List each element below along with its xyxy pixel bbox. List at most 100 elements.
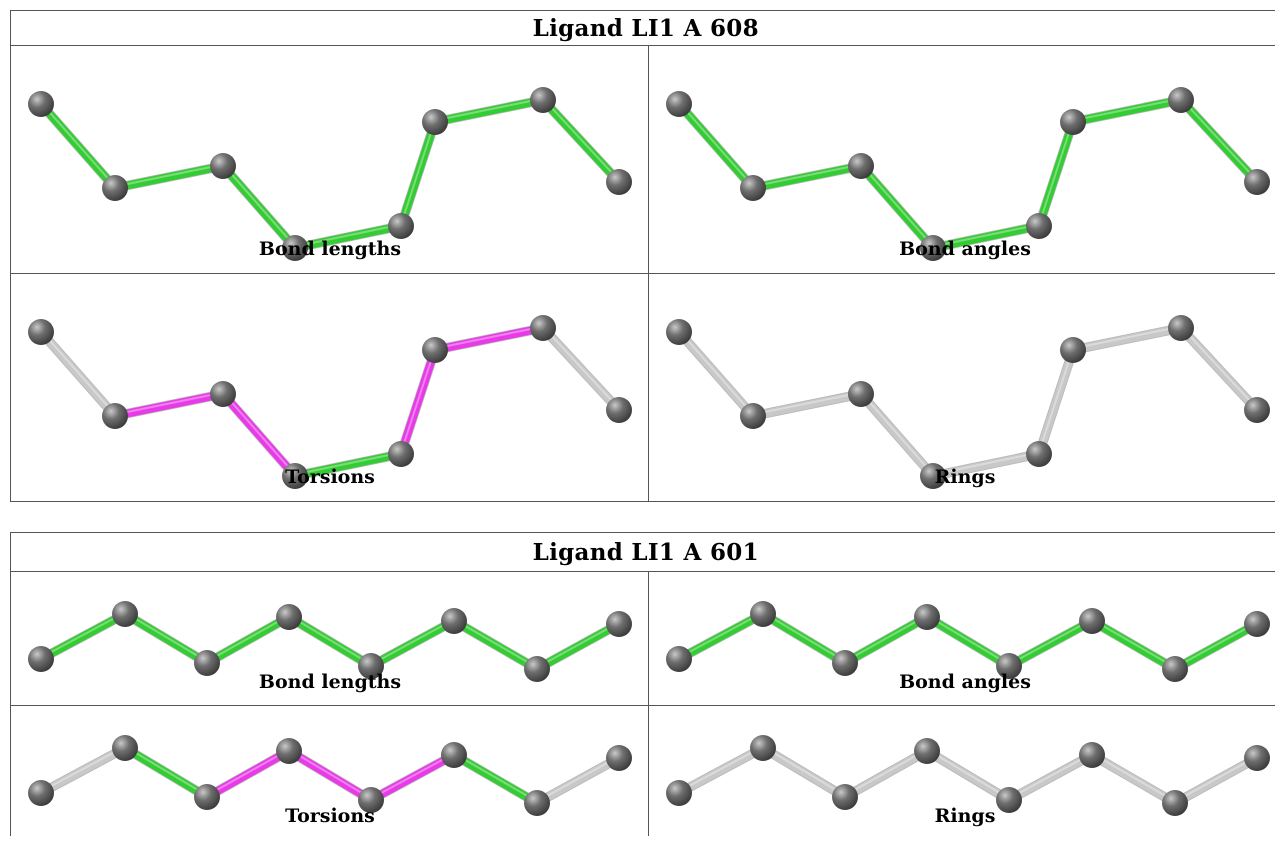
panel-caption: Bond lengths (258, 671, 402, 693)
atom (920, 463, 946, 489)
atom (996, 787, 1022, 813)
atom (606, 169, 632, 195)
atom (1244, 611, 1270, 637)
bond (856, 389, 938, 481)
bond (840, 746, 932, 802)
ligand-608-rings-cell: Rings (648, 273, 1275, 502)
ligand-601-torsions-cell: Torsions (10, 705, 649, 836)
bond (928, 449, 1044, 481)
atom (750, 735, 776, 761)
ligand-608-bond-lengths-cell: Bond lengths (10, 45, 649, 274)
atom (914, 738, 940, 764)
bond (396, 345, 440, 459)
bond (430, 323, 548, 355)
ligand-601-bond-lengths-structure (28, 601, 632, 682)
panel-caption: Torsions (285, 805, 375, 827)
bond (1034, 117, 1078, 231)
atom (282, 463, 308, 489)
bond (1068, 323, 1186, 355)
atom (441, 742, 467, 768)
bond (1176, 95, 1262, 187)
panel-caption: Bond angles (899, 671, 1031, 693)
ligand-608-table: Ligand LI1 A 608 Bond lengths Bond angle… (10, 10, 1275, 502)
atom (848, 381, 874, 407)
atom (358, 787, 384, 813)
atom (194, 650, 220, 676)
atom (750, 601, 776, 627)
atom (422, 337, 448, 363)
ligand-601-bond-angles-cell: Bond angles (648, 571, 1275, 706)
ligand-601-torsions-structure (28, 735, 632, 816)
bond (284, 612, 376, 671)
bond (1004, 616, 1097, 671)
panel-caption: Bond angles (899, 238, 1031, 260)
atom (276, 604, 302, 630)
bond (758, 743, 850, 802)
atom (606, 397, 632, 423)
ligand-601-rings-structure (666, 735, 1270, 816)
atom (832, 784, 858, 810)
bond (674, 609, 768, 664)
bond (1068, 95, 1186, 127)
atom (606, 611, 632, 637)
bond (36, 743, 130, 798)
bond (532, 619, 624, 674)
atom (920, 235, 946, 261)
bond (1087, 616, 1180, 674)
bond (1170, 619, 1262, 674)
atom (102, 175, 128, 201)
atom (606, 745, 632, 771)
atom (1026, 441, 1052, 467)
bond (284, 746, 376, 805)
ligand-601-table: Ligand LI1 A 601 Bond lengths Bond angle… (10, 532, 1275, 836)
bond (748, 389, 866, 421)
atom (666, 91, 692, 117)
bond (674, 99, 758, 193)
atom (194, 784, 220, 810)
bond (36, 327, 120, 421)
atom (832, 650, 858, 676)
atom (666, 646, 692, 672)
bond (532, 753, 624, 808)
bond (538, 323, 624, 415)
atom (210, 153, 236, 179)
atom (1244, 397, 1270, 423)
bond (120, 609, 212, 668)
atom (530, 87, 556, 113)
atom (358, 653, 384, 679)
atom (524, 656, 550, 682)
atom (210, 381, 236, 407)
atom (914, 604, 940, 630)
atom (422, 109, 448, 135)
atom (112, 735, 138, 761)
atom (666, 780, 692, 806)
atom (1168, 315, 1194, 341)
atom (848, 153, 874, 179)
atom (276, 738, 302, 764)
bond (36, 99, 120, 193)
ligand-608-torsions-structure (28, 315, 632, 489)
bond (366, 750, 459, 805)
atom (1060, 337, 1086, 363)
panel-caption: Bond lengths (258, 238, 402, 260)
atom (1162, 790, 1188, 816)
bond (36, 609, 130, 664)
atom (1079, 742, 1105, 768)
atom (1244, 169, 1270, 195)
bond (928, 221, 1044, 253)
bond (366, 616, 459, 671)
bond (120, 743, 212, 802)
atom (102, 403, 128, 429)
ligand-608-title: Ligand LI1 A 608 (10, 10, 1275, 46)
bond (396, 117, 440, 231)
atom (666, 319, 692, 345)
atom (1060, 109, 1086, 135)
panel-caption: Rings (934, 466, 996, 488)
bond (1004, 750, 1097, 805)
atom (1168, 87, 1194, 113)
ligand-601-bond-angles-structure (666, 601, 1270, 682)
bond (922, 612, 1014, 671)
bond (538, 95, 624, 187)
bond (449, 616, 542, 674)
atom (530, 315, 556, 341)
